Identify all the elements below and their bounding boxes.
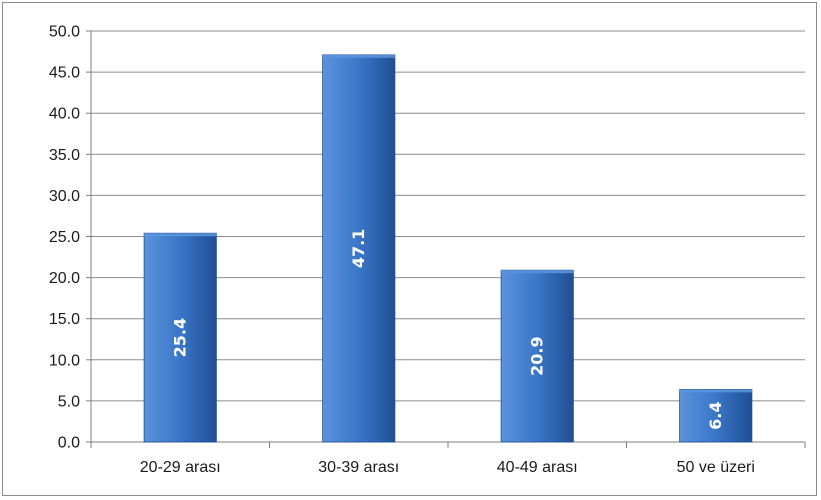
bars	[143, 54, 753, 443]
y-tick-label: 45.0	[49, 65, 80, 82]
y-axis-tick-labels: 0.0 5.0 10.0 15.0 20.0 25.0 30.0 35.0 40.0 45.0 50…	[49, 24, 80, 452]
bar-top-highlight	[679, 389, 752, 393]
bar-top-highlight	[144, 233, 217, 237]
bar	[500, 269, 574, 443]
y-tick-label: 35.0	[49, 147, 80, 164]
x-axis-tick-labels: 20-29 arası 30-39 arası 40-49 arası 50 ve ü…	[140, 459, 755, 476]
bar-top-highlight	[501, 270, 574, 274]
bar-group	[322, 54, 396, 443]
x-tick-label: 50 ve üzeri	[677, 459, 755, 476]
y-tick-label: 30.0	[49, 188, 80, 205]
y-tick-label: 25.0	[49, 229, 80, 246]
x-tick-label: 20-29 arası	[140, 459, 221, 476]
data-labels: 25.4 47.1 20.9 6.4	[171, 229, 726, 430]
y-tick-label: 40.0	[49, 106, 80, 123]
bar	[322, 54, 396, 443]
bar-group	[143, 232, 217, 443]
y-tick-label: 0.0	[58, 435, 80, 452]
bar-chart: 0.0 5.0 10.0 15.0 20.0 25.0 30.0 35.0 40.0 45.0 50…	[49, 24, 806, 476]
bar	[143, 232, 217, 443]
data-label: 25.4	[171, 318, 190, 357]
y-tick-label: 20.0	[49, 270, 80, 287]
data-label: 20.9	[528, 336, 547, 375]
y-tick-label: 5.0	[58, 393, 80, 410]
bar-group	[500, 269, 574, 443]
data-label: 6.4	[706, 402, 725, 430]
y-tick-label: 10.0	[49, 352, 80, 369]
x-tick-label: 40-49 arası	[497, 459, 578, 476]
bar-group	[679, 388, 753, 443]
bar-top-highlight	[322, 54, 395, 58]
y-tick-label: 15.0	[49, 311, 80, 328]
x-tick-label: 30-39 arası	[318, 459, 399, 476]
y-tick-label: 50.0	[49, 24, 80, 41]
data-label: 47.1	[349, 229, 368, 268]
